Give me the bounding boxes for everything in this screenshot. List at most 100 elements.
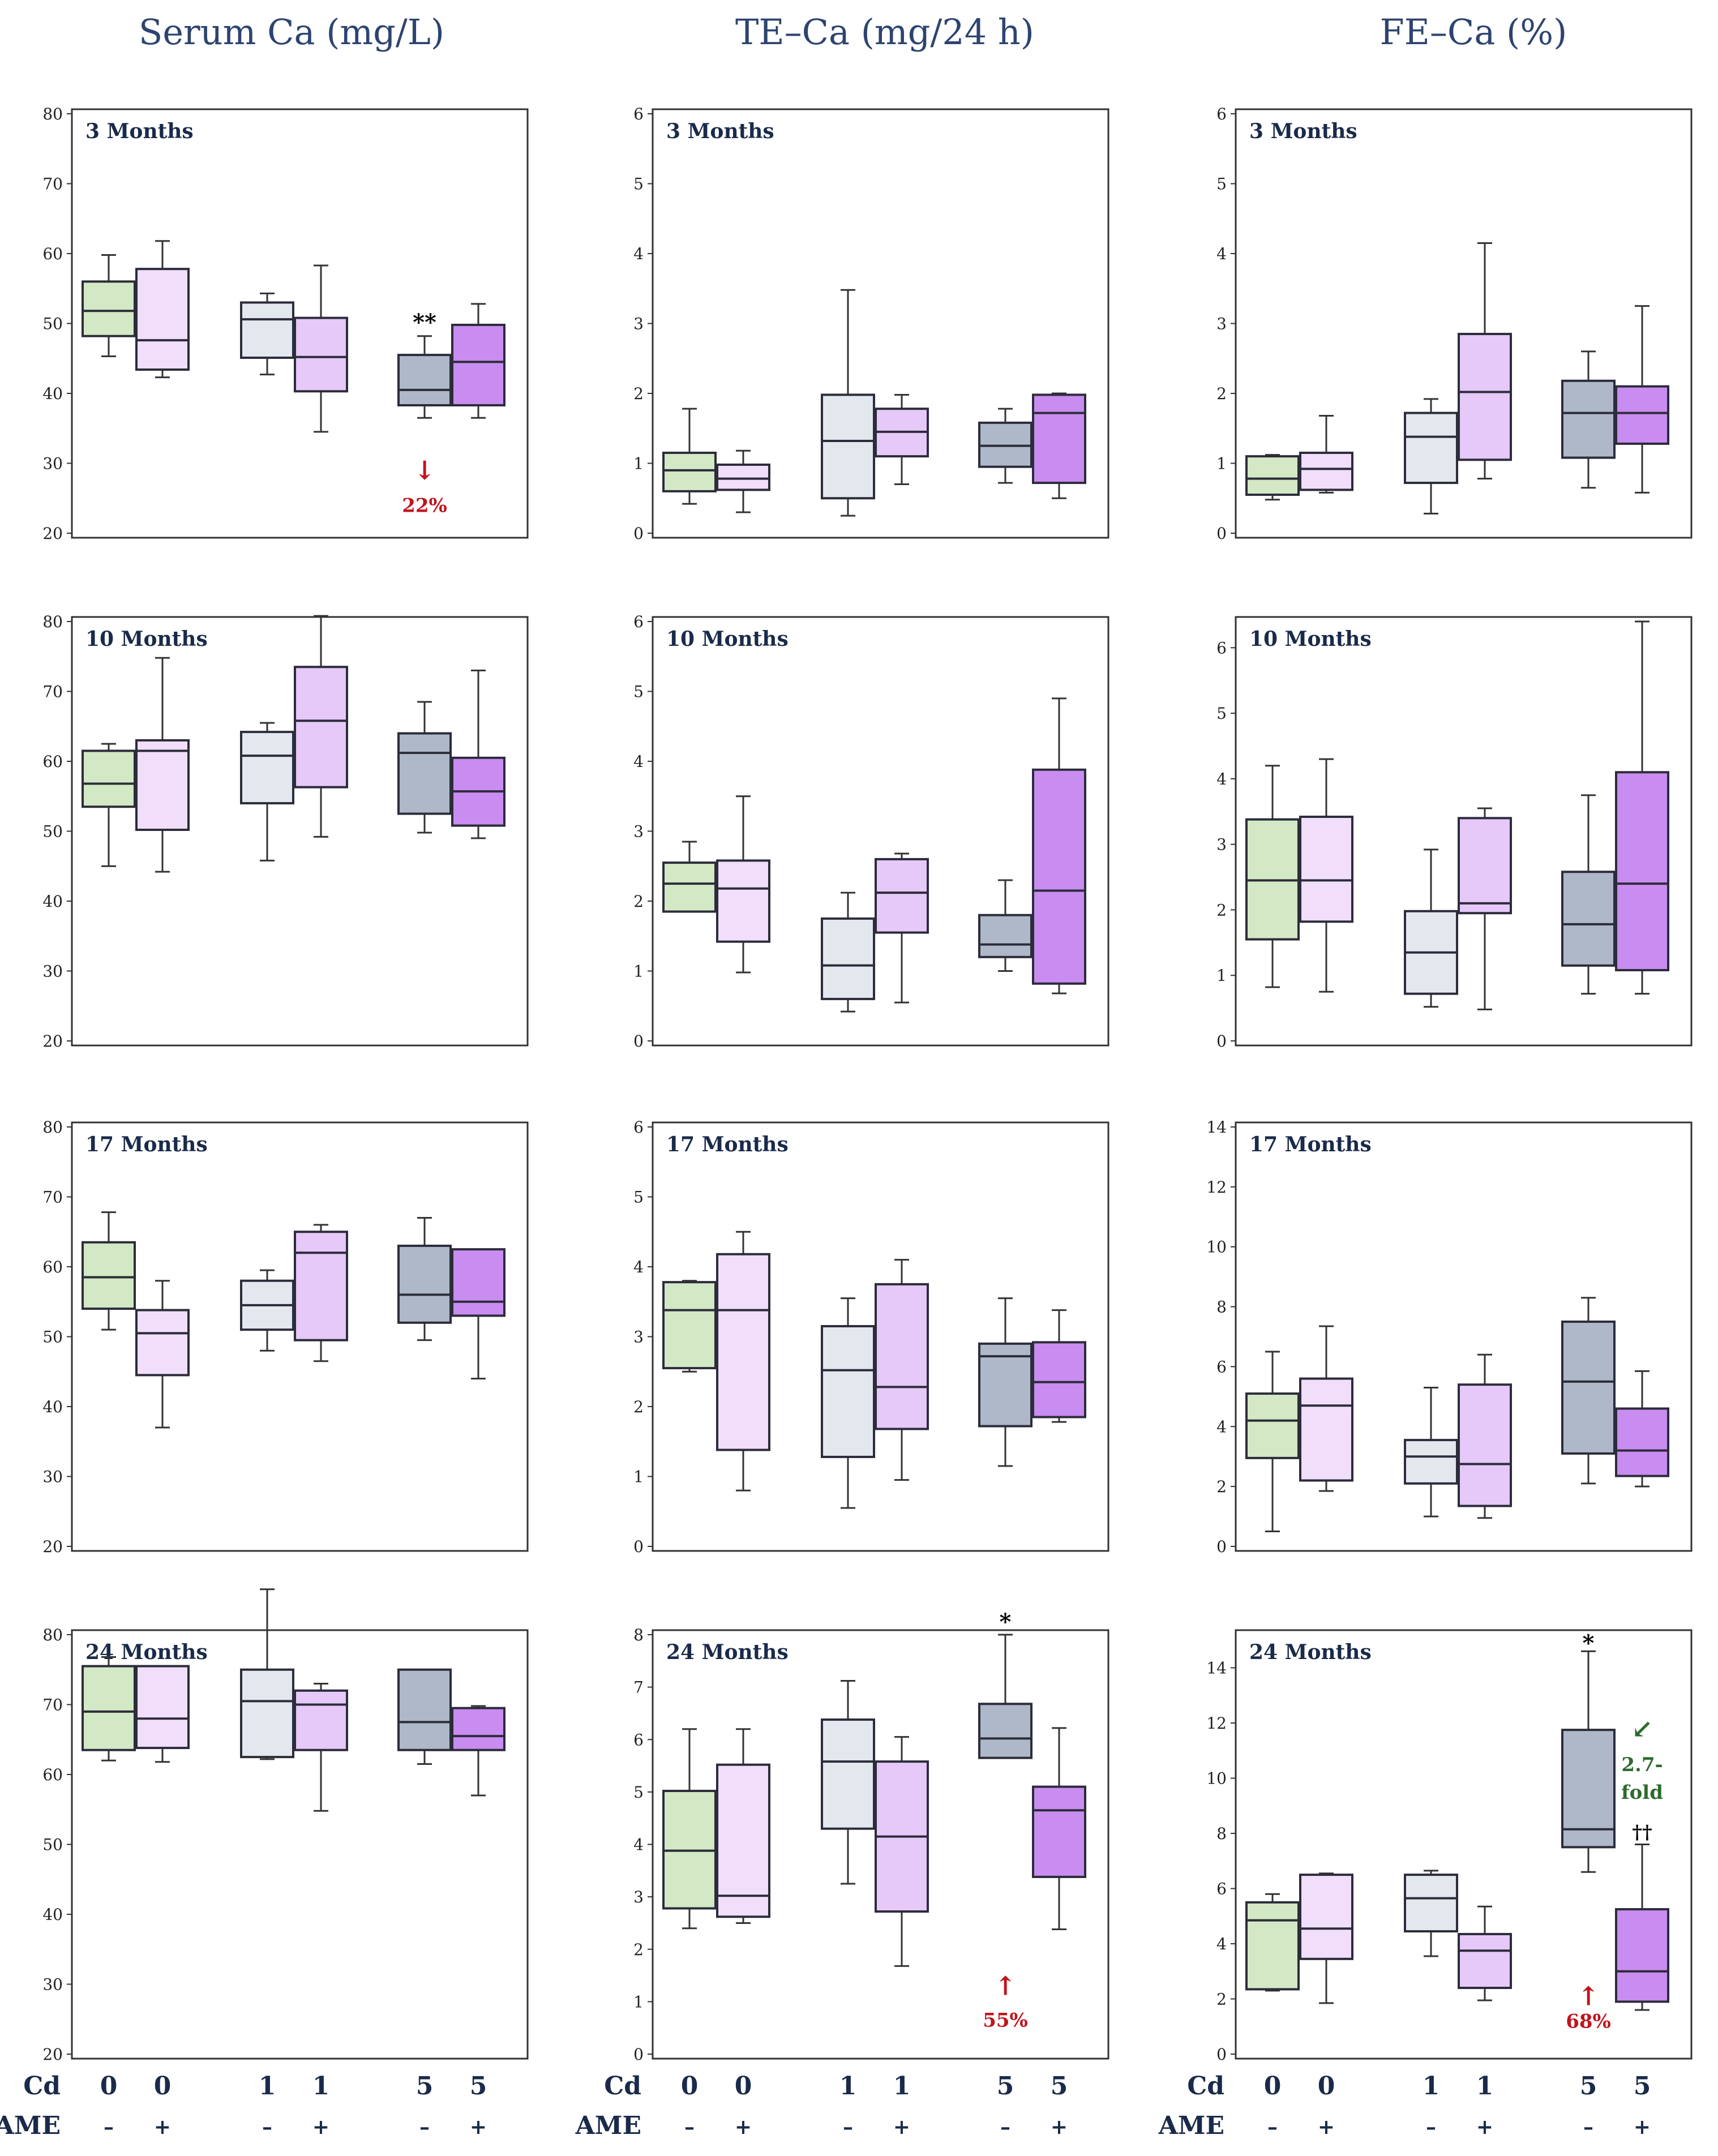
- box-group-2: [1299, 1325, 1353, 1492]
- y-tick-label: 5: [633, 175, 644, 194]
- y-tick-label: 4: [633, 1836, 644, 1854]
- box: [821, 393, 875, 500]
- y-tick-label: 0: [1216, 524, 1227, 543]
- box-group-2: [135, 657, 190, 873]
- y-tick-label: 20: [42, 1032, 63, 1051]
- cd-value: 0: [1264, 2072, 1282, 2101]
- y-tick-label: 14: [1206, 1659, 1227, 1678]
- ame-value: –: [1267, 2115, 1278, 2139]
- cd-value: 5: [416, 2072, 434, 2101]
- box-group-1: [1245, 1893, 1300, 1992]
- panel-time-label: 3 Months: [85, 119, 194, 143]
- box-group-4: [875, 393, 929, 486]
- ame-value: +: [735, 2115, 752, 2139]
- y-tick-label: 60: [42, 752, 63, 771]
- y-tick-label: 2: [1216, 384, 1227, 403]
- y-tick-label: 6: [1216, 1357, 1227, 1376]
- y-tick-label: 80: [42, 612, 63, 631]
- ame-value: –: [684, 2115, 695, 2139]
- box: [1458, 1932, 1512, 1989]
- panel-time-label: 10 Months: [85, 627, 208, 651]
- y-tick-label: 4: [633, 752, 644, 771]
- box-group-3: [240, 1588, 294, 1760]
- box-group-2: [716, 1231, 770, 1491]
- box: [875, 858, 929, 934]
- cd-label: Cd: [23, 2072, 61, 2101]
- box: [1299, 451, 1353, 491]
- box: [1032, 393, 1086, 485]
- box-group-1: [1245, 454, 1300, 501]
- box-group-2: [716, 1728, 770, 1924]
- box: [1458, 1383, 1512, 1507]
- box: [451, 1707, 505, 1751]
- box: [135, 268, 190, 371]
- box: [716, 859, 770, 943]
- cd-label: Cd: [1187, 2072, 1224, 2101]
- cd-value: 0: [1318, 2072, 1335, 2101]
- box-group-2: [135, 240, 190, 379]
- box-group-2: [1299, 415, 1353, 494]
- box-group-6: [451, 303, 505, 419]
- y-tick-label: 6: [1216, 638, 1227, 657]
- box-group-4: [294, 1682, 348, 1812]
- box-group-3: [1404, 1386, 1458, 1518]
- box: [1245, 1901, 1300, 1991]
- ame-value: +: [1476, 2115, 1493, 2139]
- panel-te-2: 0 1 2 3 4 5 6 10 Months: [633, 612, 1109, 1051]
- box: [1561, 1729, 1616, 1849]
- panel-time-label: 3 Months: [1249, 119, 1357, 143]
- box-group-1: [1245, 1351, 1300, 1533]
- cd-value: 0: [100, 2072, 118, 2101]
- cd-value: 1: [312, 2072, 330, 2101]
- y-tick-label: 7: [633, 1678, 644, 1697]
- box-group-1: [82, 743, 136, 867]
- box: [397, 1244, 452, 1324]
- box-group-5: [397, 701, 452, 834]
- box: [294, 316, 348, 393]
- y-tick-label: 4: [633, 1258, 644, 1276]
- annotation: 55%: [983, 2009, 1028, 2032]
- y-tick-label: 4: [633, 245, 644, 263]
- box: [821, 1718, 875, 1830]
- y-tick-label: 30: [42, 455, 63, 473]
- y-tick-label: 2: [633, 892, 644, 911]
- box: [397, 1668, 452, 1751]
- box: [1458, 333, 1512, 461]
- box-group-5: [1561, 1297, 1616, 1485]
- y-tick-label: 30: [42, 1468, 63, 1486]
- annotation: 68%: [1566, 2010, 1611, 2033]
- box: [82, 1241, 136, 1310]
- y-tick-label: 4: [1216, 770, 1227, 788]
- y-tick-label: 6: [633, 1730, 644, 1749]
- y-tick-label: 50: [42, 315, 63, 333]
- y-tick-label: 2: [1216, 901, 1227, 919]
- panel-te-3: 0 1 2 3 4 5 6 17 Months: [633, 1118, 1109, 1556]
- annotation: ↑: [1578, 1981, 1600, 2012]
- box: [1299, 816, 1353, 923]
- y-tick-label: 80: [42, 1626, 63, 1644]
- panel-time-label: 10 Months: [1249, 627, 1372, 651]
- box-group-6: [451, 1705, 505, 1797]
- ame-value: +: [893, 2115, 910, 2139]
- y-tick-label: 1: [633, 1992, 644, 2011]
- cd-value: 0: [154, 2072, 172, 2101]
- y-tick-label: 6: [1216, 105, 1227, 123]
- box: [978, 914, 1032, 958]
- y-tick-label: 3: [633, 1328, 644, 1347]
- box: [240, 301, 294, 359]
- box-group-2: [1299, 1872, 1353, 2004]
- y-tick-label: 30: [42, 1975, 63, 1994]
- ame-label: AME: [575, 2111, 641, 2140]
- cd-value: 5: [997, 2072, 1014, 2101]
- box-group-3: [240, 722, 294, 861]
- box-group-3: [821, 891, 875, 1013]
- y-tick-label: 5: [633, 1783, 644, 1802]
- y-tick-label: 2: [633, 1398, 644, 1416]
- y-tick-label: 60: [42, 1258, 63, 1276]
- x-axis-labels: Cd AME 0 – 0 +1 – 1 +5 – 5 + Cd AME 0 – 0 +1 – 1 +5 – 5 + Cd AME 0…: [0, 2072, 1651, 2140]
- box: [82, 280, 136, 337]
- box: [397, 732, 452, 815]
- box: [1615, 1407, 1669, 1477]
- box: [294, 666, 348, 788]
